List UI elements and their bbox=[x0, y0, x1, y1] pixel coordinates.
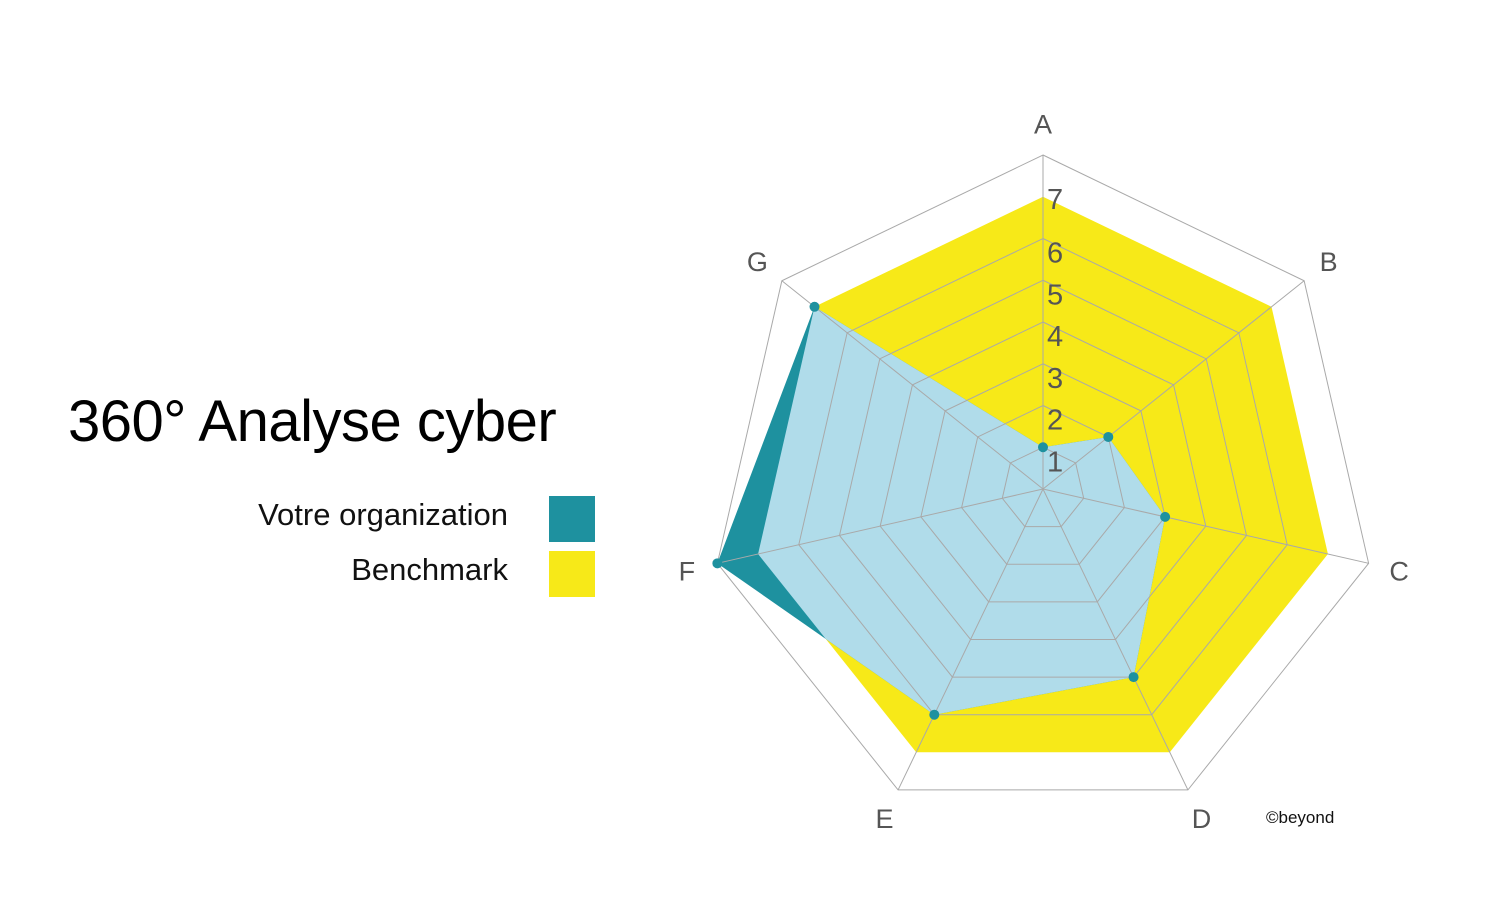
organization-point-E bbox=[929, 709, 940, 720]
grid-spoke-F bbox=[717, 488, 1044, 564]
credit-text: ©beyond bbox=[1266, 808, 1335, 827]
tick-label: 6 bbox=[1047, 238, 1063, 270]
tick-label: 4 bbox=[1047, 321, 1063, 353]
grid-ring-2 bbox=[961, 404, 1125, 565]
grid-ring-4 bbox=[879, 321, 1207, 640]
grid-spoke-G bbox=[781, 280, 1044, 490]
tick-label: 3 bbox=[1047, 363, 1063, 395]
grid-ring-5 bbox=[838, 279, 1248, 678]
axis-label-E: E bbox=[875, 804, 893, 834]
tick-label: 7 bbox=[1047, 184, 1063, 216]
chart-title: 360° Analyse cyber bbox=[68, 389, 557, 454]
grid-ring-8 bbox=[716, 154, 1370, 791]
organization-point-F bbox=[712, 558, 723, 569]
organization-point-B bbox=[1103, 431, 1114, 442]
organization-point-C bbox=[1160, 511, 1171, 522]
tick-label: 2 bbox=[1047, 405, 1063, 437]
legend-label-benchmark: Benchmark bbox=[351, 552, 508, 587]
axis-label-F: F bbox=[679, 556, 696, 586]
grid-ring-6 bbox=[798, 237, 1288, 716]
axis-label-D: D bbox=[1192, 804, 1212, 834]
legend-swatch-benchmark bbox=[549, 551, 595, 597]
axis-label-B: B bbox=[1320, 247, 1338, 277]
organization-point-A bbox=[1038, 442, 1048, 453]
grid-spoke-B bbox=[1042, 280, 1305, 490]
grid-spoke-C bbox=[1042, 488, 1369, 564]
grid-ring-1 bbox=[1001, 446, 1085, 528]
grid-spoke-D bbox=[1042, 488, 1189, 791]
axis-label-A: A bbox=[1034, 110, 1052, 140]
organization-point-D bbox=[1128, 672, 1139, 683]
axis-label-C: C bbox=[1389, 556, 1409, 586]
organization-point-G bbox=[809, 301, 820, 312]
axis-label-G: G bbox=[747, 247, 768, 277]
tick-label: 1 bbox=[1047, 446, 1063, 478]
legend-label-organization: Votre organization bbox=[258, 497, 508, 532]
grid-spoke-E bbox=[897, 488, 1044, 791]
legend-swatch-organization bbox=[549, 496, 595, 542]
tick-label: 5 bbox=[1047, 279, 1063, 311]
grid-ring-3 bbox=[920, 363, 1166, 603]
